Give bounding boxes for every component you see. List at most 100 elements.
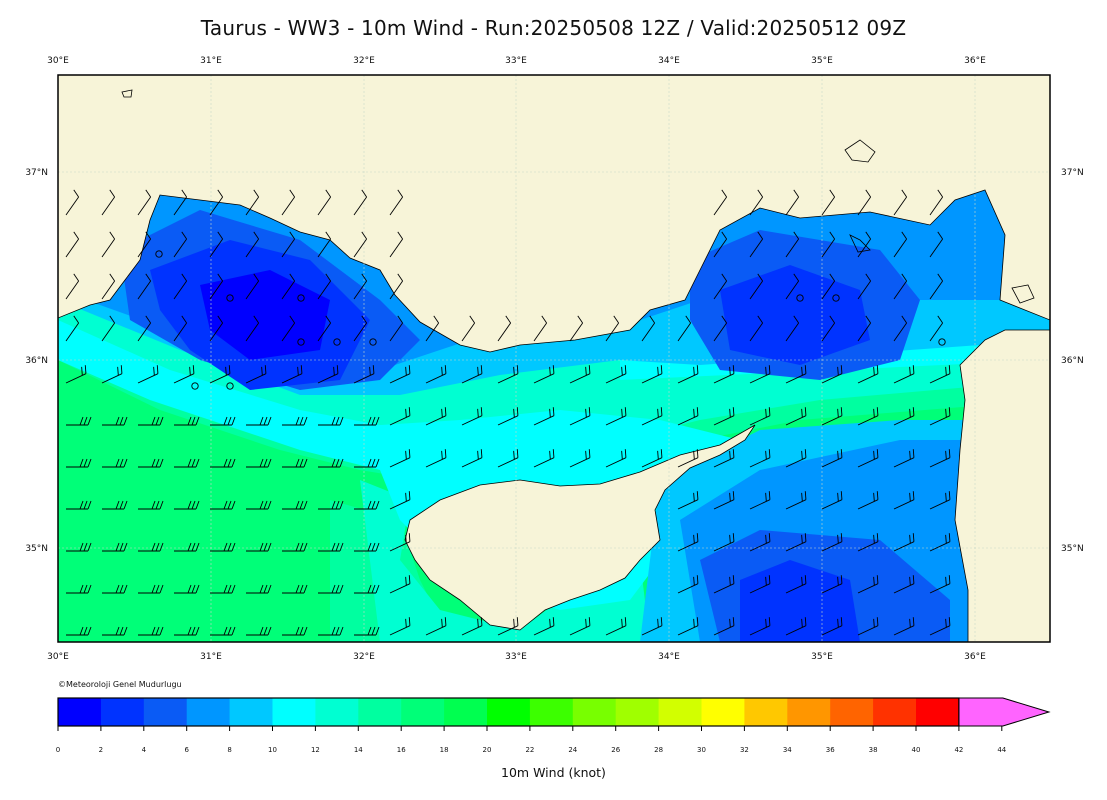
wind-barb	[677, 315, 691, 342]
wind-barb	[893, 533, 915, 552]
wind-barb	[893, 617, 915, 636]
colorbar-swatch	[658, 698, 702, 726]
wind-barb	[929, 533, 951, 552]
wind-barb	[929, 491, 951, 510]
wind-barb	[245, 231, 259, 258]
wind-barb	[785, 449, 807, 468]
wind-barb	[857, 575, 879, 594]
wind-barb	[821, 449, 843, 468]
wind-barb	[713, 407, 735, 426]
wind-barb	[893, 449, 915, 468]
wind-barb	[65, 231, 79, 258]
colorbar-tick-label: 26	[611, 746, 620, 754]
wind-barb	[929, 617, 951, 636]
wind-barb	[821, 407, 843, 426]
colorbar-tick-label: 14	[354, 746, 363, 754]
wind-barb	[605, 365, 627, 384]
wind-barb	[821, 273, 835, 300]
colorbar-tick-label: 42	[954, 746, 963, 754]
colorbar-swatch	[873, 698, 917, 726]
calm-circle	[796, 294, 804, 302]
colorbar-tick-label: 2	[99, 746, 103, 754]
wind-barb	[354, 458, 380, 468]
wind-barb	[713, 617, 735, 636]
colorbar-tick-label: 34	[783, 746, 792, 754]
wind-barb	[174, 458, 200, 468]
lat-labels-left: 37°N 36°N 35°N	[25, 168, 48, 554]
wind-barb	[857, 189, 871, 216]
wind-barb	[282, 584, 308, 594]
wind-barb	[929, 365, 951, 384]
wind-barb	[102, 500, 128, 510]
calm-circle	[297, 294, 305, 302]
colorbar-tick-label: 36	[826, 746, 835, 754]
wind-barb	[821, 315, 835, 342]
wind-barb	[137, 315, 151, 342]
lon-label-top: 35°E	[811, 56, 833, 66]
colorbar-swatch	[615, 698, 660, 726]
wind-barb	[210, 458, 236, 468]
colorbar-swatch	[143, 698, 188, 726]
colorbar-tick-label: 32	[740, 746, 749, 754]
calm-circle	[938, 338, 946, 346]
lat-label-left: 35°N	[25, 544, 48, 554]
wind-barb	[497, 449, 519, 468]
lat-labels-right: 37°N 36°N 35°N	[1061, 168, 1084, 554]
wind-barb	[677, 575, 699, 594]
lake-outline-small	[121, 89, 133, 98]
wind-barb	[785, 617, 807, 636]
wind-barb	[282, 458, 308, 468]
wind-barb	[317, 315, 331, 342]
lon-label-top: 32°E	[353, 56, 375, 66]
wind-barb	[533, 449, 555, 468]
wind-barb	[389, 189, 403, 216]
wind-barb	[389, 315, 403, 342]
wind-barb	[641, 449, 663, 468]
wind-band-2kt-east	[720, 265, 870, 365]
wind-barb	[354, 542, 380, 552]
lon-label-bottom: 33°E	[505, 652, 527, 662]
wind-barb	[137, 189, 151, 216]
wind-barb	[246, 542, 272, 552]
wind-barb	[677, 449, 699, 468]
wind-barb	[569, 617, 591, 636]
wind-barb	[318, 542, 344, 552]
land-anatolia	[58, 75, 1050, 353]
wind-barb	[893, 273, 907, 300]
wind-barb	[210, 542, 236, 552]
wind-barb	[677, 533, 699, 552]
wind-barb	[857, 231, 871, 258]
colorbar-tick-label: 18	[440, 746, 449, 754]
wind-barb	[821, 491, 843, 510]
graticule	[58, 75, 1050, 642]
calm-circle	[155, 250, 163, 258]
colorbar-swatch	[916, 698, 960, 726]
lat-label-right: 35°N	[1061, 544, 1084, 554]
wind-barb	[497, 365, 519, 384]
wind-barb	[821, 365, 843, 384]
wind-barb	[461, 449, 483, 468]
wind-barb	[174, 500, 200, 510]
wind-barb	[605, 449, 627, 468]
wind-barb	[749, 617, 771, 636]
wind-barb	[929, 189, 943, 216]
wind-barb	[929, 231, 943, 258]
lon-label-top: 36°E	[964, 56, 986, 66]
wind-barb	[318, 500, 344, 510]
wind-barb	[174, 416, 200, 426]
wind-barb	[318, 416, 344, 426]
wind-barb	[893, 365, 915, 384]
wind-barb	[929, 449, 951, 468]
colorbar-tick-label: 24	[568, 746, 577, 754]
lake-outline-center	[849, 234, 871, 253]
wind-barb	[281, 189, 295, 216]
calm-circle	[297, 338, 305, 346]
wind-barb	[102, 458, 128, 468]
wind-barb	[713, 491, 735, 510]
wind-barb	[66, 584, 92, 594]
wind-barb	[65, 365, 87, 384]
lake-outline-north	[844, 139, 876, 163]
wind-barb	[137, 365, 159, 384]
wind-barb	[353, 189, 367, 216]
wind-barb	[66, 416, 92, 426]
